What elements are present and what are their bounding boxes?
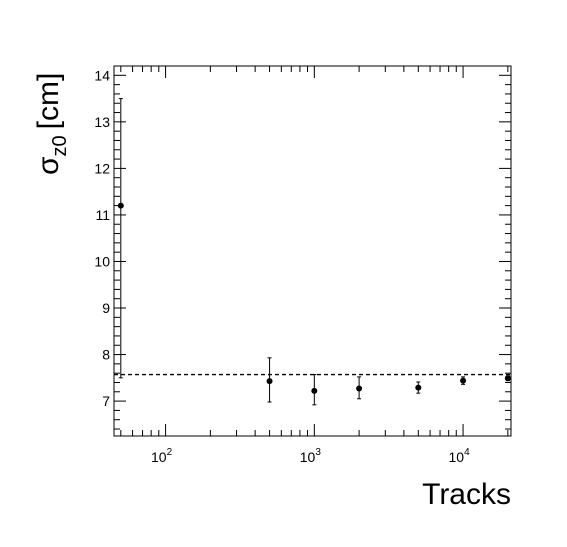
- data-point: [311, 387, 318, 394]
- ticks-group: [114, 65, 511, 436]
- y-tick-label: 10: [94, 253, 110, 269]
- plot-frame: [113, 65, 512, 437]
- y-tick-label: 14: [94, 67, 110, 83]
- x-axis-title: Tracks: [422, 478, 511, 511]
- y-tick-label: 12: [94, 160, 110, 176]
- data-point: [415, 384, 422, 391]
- x-tick-label-exponent: 3: [315, 447, 321, 458]
- data-points-group: [117, 98, 511, 406]
- x-tick-label-base: 10: [300, 449, 316, 465]
- x-tick-label-base: 10: [449, 449, 465, 465]
- x-tick-label-exponent: 2: [167, 447, 173, 458]
- y-axis-title-symbol: σ: [32, 156, 65, 175]
- data-point: [460, 377, 467, 384]
- y-tick-label: 11: [95, 207, 110, 223]
- y-axis-title-unit: [cm]: [32, 73, 65, 130]
- x-tick-label-base: 10: [151, 449, 167, 465]
- y-tick-label: 13: [94, 114, 110, 130]
- x-tick-label-exponent: 4: [464, 447, 470, 458]
- x-tick-label: 103: [300, 447, 322, 465]
- plot-frame-group: [113, 65, 512, 437]
- y-axis-title: σz0 [cm]: [32, 73, 71, 175]
- data-point: [266, 378, 273, 385]
- y-tick-label: 7: [102, 393, 110, 409]
- x-tick-label: 104: [449, 447, 471, 465]
- x-tick-label: 102: [151, 447, 173, 465]
- data-point: [504, 375, 511, 382]
- y-tick-label: 9: [102, 300, 110, 316]
- data-point: [356, 385, 363, 392]
- data-point: [117, 202, 124, 209]
- y-axis-title-subscript: z0: [49, 135, 71, 156]
- y-tick-label: 8: [102, 347, 110, 363]
